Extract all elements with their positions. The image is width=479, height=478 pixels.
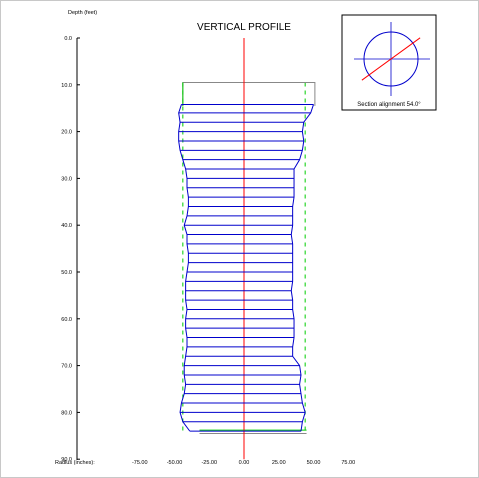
y-axis-title: Depth (feet) <box>68 10 97 16</box>
x-tick-label: -25.00 <box>201 460 217 466</box>
inset-circle <box>363 31 419 87</box>
x-tick-label: 75.00 <box>341 460 355 466</box>
x-tick-label: 50.00 <box>307 460 321 466</box>
x-axis-ticks: -75.00 -50.00 -25.00 0.00 25.00 50.00 75.00 <box>132 460 355 466</box>
casing-outline <box>182 81 316 434</box>
x-axis-title: Radius (inches): <box>55 460 95 466</box>
y-tick-label: 80.0 <box>61 410 72 416</box>
y-tick-label: 50.0 <box>61 270 72 276</box>
y-tick-label: 70.0 <box>61 364 72 370</box>
inset-box <box>341 14 437 111</box>
profile-right-wall <box>290 104 314 432</box>
section-alignment-inset: Section alignment 54.0° <box>341 14 437 111</box>
inset-label: Section alignment 54.0° <box>357 102 421 108</box>
y-axis-ticks: 0.0 10.0 20.0 30.0 40.0 50.0 60.0 70.0 80.0 90.0 <box>61 36 80 463</box>
y-tick-label: 90.0 <box>61 457 72 463</box>
y-tick-label: 60.0 <box>61 317 72 323</box>
y-tick-label: 40.0 <box>61 223 72 229</box>
inset-alignment-line <box>361 37 421 81</box>
y-tick-label: 30.0 <box>61 176 72 182</box>
y-tick-label: 20.0 <box>61 130 72 136</box>
profile-left-wall <box>178 104 191 432</box>
x-tick-label: -50.00 <box>167 460 183 466</box>
y-tick-label: 0.0 <box>64 36 72 42</box>
y-tick-label: 10.0 <box>61 83 72 89</box>
x-tick-label: 25.00 <box>272 460 286 466</box>
profile-series <box>178 103 314 432</box>
casing-top <box>182 81 316 106</box>
x-tick-label: -75.00 <box>132 460 148 466</box>
x-tick-label: 0.00 <box>239 460 250 466</box>
chart-title: VERTICAL PROFILE <box>197 22 291 33</box>
